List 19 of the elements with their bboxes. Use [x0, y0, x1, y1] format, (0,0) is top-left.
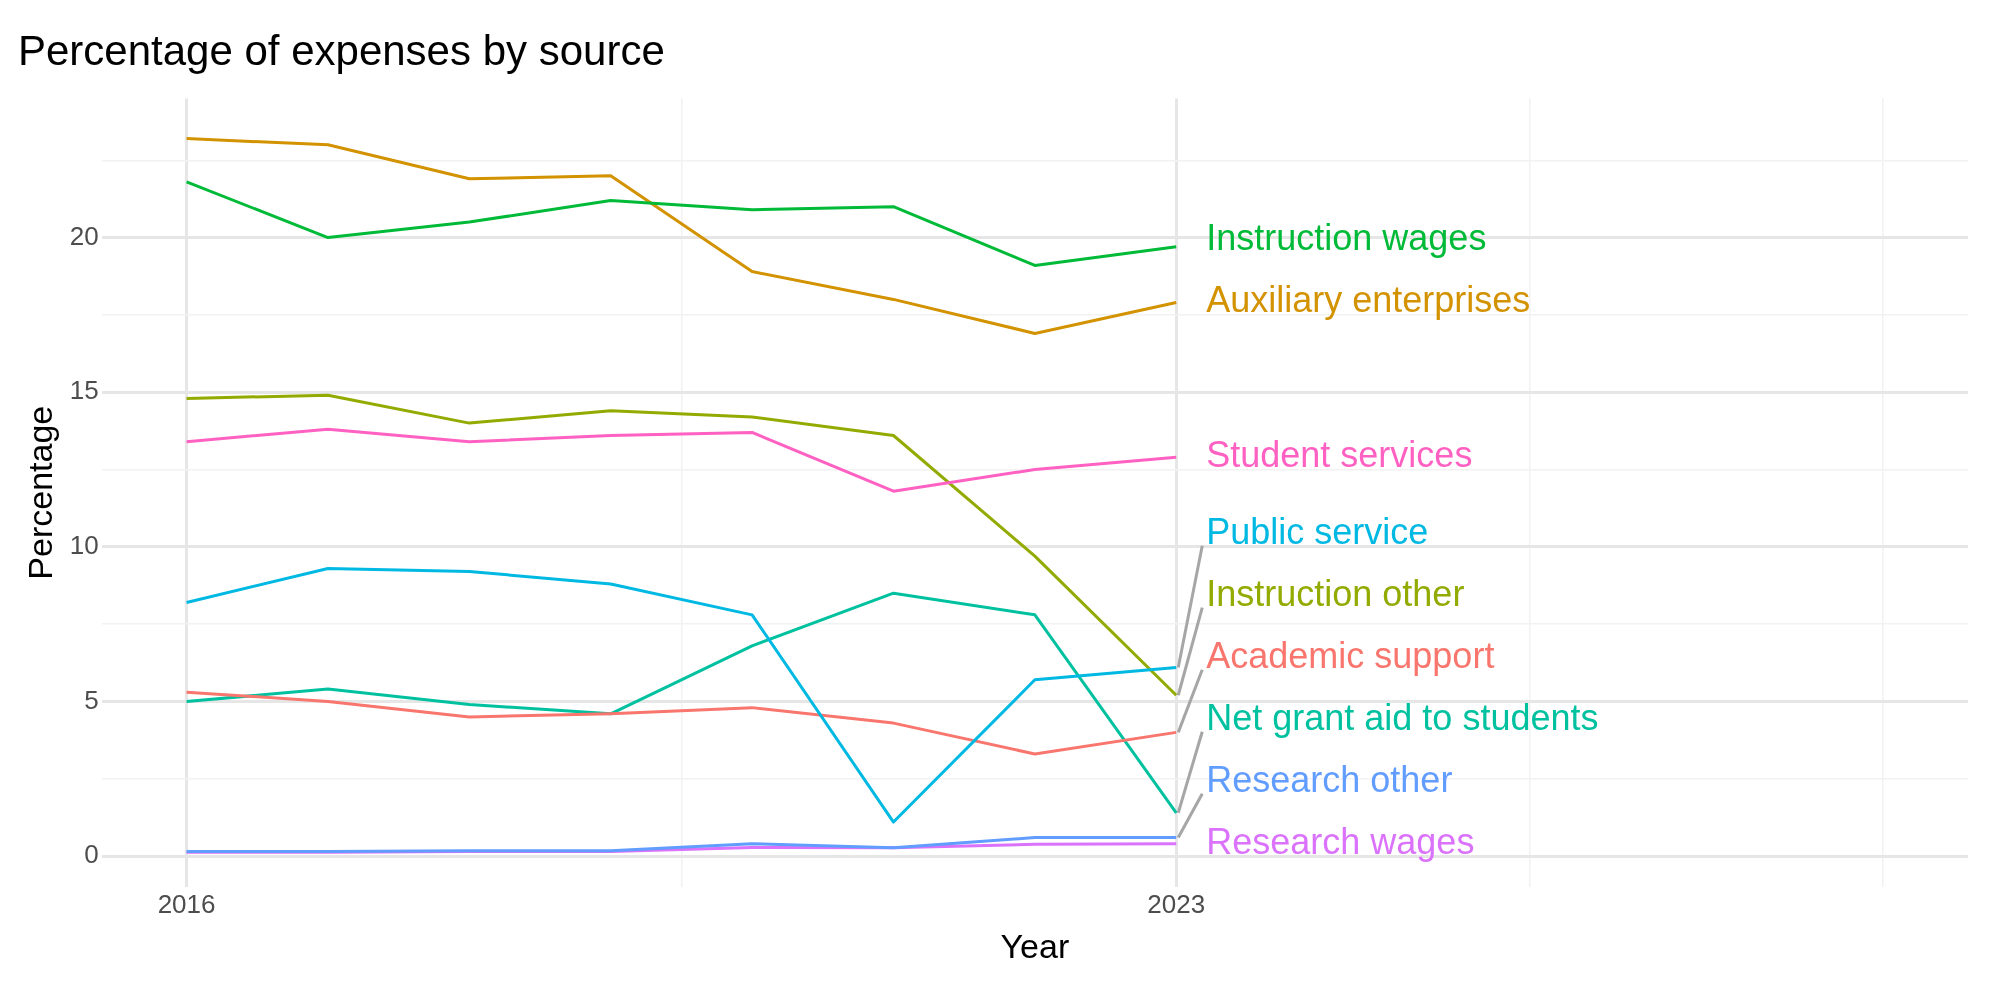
- series-label: Academic support: [1206, 634, 1495, 676]
- x-axis-title: Year: [1000, 926, 1070, 965]
- y-axis-title: Percentage: [20, 405, 59, 580]
- y-tick-label: 5: [84, 684, 99, 715]
- x-tick-label: 2023: [1147, 888, 1206, 919]
- text: Public service: [1206, 510, 1429, 552]
- series-label: Instruction wages: [1206, 217, 1487, 259]
- series-label: Research other: [1206, 758, 1453, 800]
- chart-title: Percentage of expenses by source: [18, 26, 665, 74]
- x-tick-label: 2016: [157, 888, 216, 919]
- y-tick-label: 15: [69, 375, 99, 406]
- series-label: Net grant aid to students: [1206, 696, 1599, 738]
- y-tick-label: 20: [69, 220, 99, 251]
- y-tick-label: 10: [69, 529, 99, 560]
- y-tick-label: 0: [84, 839, 99, 870]
- series-label: Auxiliary enterprises: [1206, 279, 1531, 321]
- text: Instruction other: [1206, 572, 1465, 614]
- series-label: Research wages: [1206, 820, 1475, 862]
- series-label: Student services: [1206, 434, 1473, 476]
